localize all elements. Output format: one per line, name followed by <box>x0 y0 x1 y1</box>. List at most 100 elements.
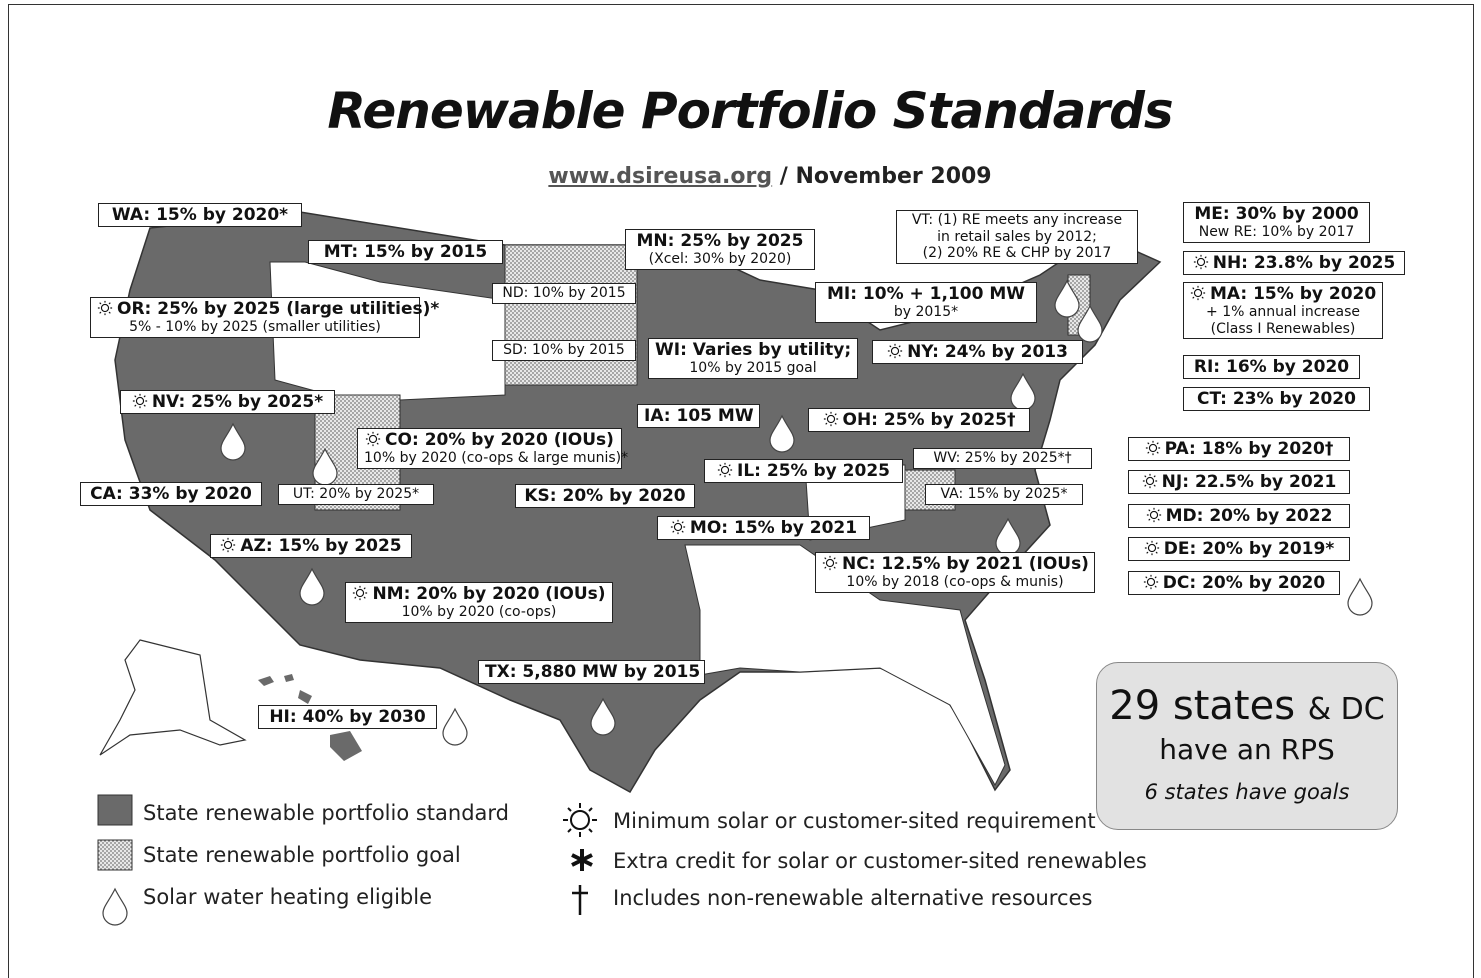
label-line: NV: 25% by 2025* <box>127 392 328 412</box>
subtitle: www.dsireusa.org / November 2009 <box>0 164 1481 189</box>
label-line: (Class I Renewables) <box>1190 321 1376 338</box>
state-label: MA: 15% by 2020 + 1% annual increase (Clas… <box>1183 282 1383 340</box>
label-text: MA: 15% by 2020 <box>1210 284 1377 304</box>
frame <box>8 4 1474 978</box>
label-text: (Xcel: 30% by 2020) <box>648 251 792 268</box>
label-text: NV: 25% by 2025* <box>151 392 324 412</box>
label-text: MT: 15% by 2015 <box>323 242 488 262</box>
label-text: DC: 20% by 2020 <box>1162 573 1326 593</box>
label-text: (2) 20% RE & CHP by 2017 <box>922 245 1112 262</box>
label-line: OH: 25% by 2025† <box>815 410 1023 430</box>
solar-icon <box>1145 440 1160 456</box>
label-line: MT: 15% by 2015 <box>315 242 496 262</box>
label-line: (2) 20% RE & CHP by 2017 <box>903 245 1131 262</box>
state-label: CO: 20% by 2020 (IOUs) 10% by 2020 (co-op… <box>357 428 628 469</box>
label-line: VT: (1) RE meets any increase <box>903 212 1131 229</box>
alaska <box>99 639 247 756</box>
label-text: WI: Varies by utility; <box>655 340 852 360</box>
label-text: 10% by 2015 goal <box>689 360 817 377</box>
label-line: ND: 10% by 2015 <box>499 285 629 302</box>
label-text: UT: 20% by 2025* <box>292 486 420 502</box>
label-text: VA: 15% by 2025* <box>940 486 1068 502</box>
solar-icon <box>887 343 903 359</box>
label-line: TX: 5,880 MW by 2015 <box>485 662 700 682</box>
label-line: 5% - 10% by 2025 (smaller utilities) <box>97 319 413 336</box>
state-label: CT: 23% by 2020 <box>1183 387 1370 412</box>
solar-icon <box>1146 507 1161 523</box>
solar-icon <box>1190 285 1206 301</box>
hawaii <box>258 674 362 761</box>
state-label: NJ: 22.5% by 2021 <box>1128 470 1350 495</box>
solar-icon <box>1144 540 1159 556</box>
state-label: MT: 15% by 2015 <box>308 240 503 265</box>
label-line: MN: 25% by 2025 <box>632 231 808 251</box>
label-line: CA: 33% by 2020 <box>87 484 255 504</box>
label-line: NC: 12.5% by 2021 (IOUs) <box>822 554 1089 574</box>
label-text: MN: 25% by 2025 <box>636 231 804 251</box>
state-label: SD: 10% by 2015 <box>492 340 636 361</box>
state-label: NH: 23.8% by 2025 <box>1183 251 1405 276</box>
state-label: MO: 15% by 2021 <box>657 516 870 541</box>
solar-icon <box>717 462 733 478</box>
summary: 29 states & DC have an RPS 6 states have… <box>1096 662 1398 830</box>
label-line: NM: 20% by 2020 (IOUs) <box>352 584 606 604</box>
label-text: KS: 20% by 2020 <box>524 486 686 506</box>
state-label: VA: 15% by 2025* <box>925 484 1083 505</box>
legend-item: Extra credit for solar or customer-sited… <box>613 849 1147 873</box>
label-text: OH: 25% by 2025† <box>842 410 1016 430</box>
state-label: IA: 105 MW <box>637 404 760 429</box>
label-line: SD: 10% by 2015 <box>499 342 629 359</box>
state-label: DE: 20% by 2019* <box>1128 537 1350 562</box>
label-text: NM: 20% by 2020 (IOUs) <box>372 584 606 604</box>
label-line: MI: 10% + 1,100 MW <box>822 284 1030 304</box>
label-line: 10% by 2020 (co-ops) <box>352 604 606 621</box>
label-line: OR: 25% by 2025 (large utilities)* <box>97 299 439 319</box>
state-label: NV: 25% by 2025* <box>120 390 335 415</box>
state-label: TX: 5,880 MW by 2015 <box>478 660 705 685</box>
label-text: WV: 25% by 2025*† <box>933 450 1072 466</box>
state-label: NM: 20% by 2020 (IOUs) 10% by 2020 (co-op… <box>345 582 613 623</box>
date: / November 2009 <box>779 164 992 189</box>
label-line: CT: 23% by 2020 <box>1190 389 1363 409</box>
label-text: ND: 10% by 2015 <box>502 285 626 301</box>
state-label: KS: 20% by 2020 <box>515 484 695 509</box>
label-text: + 1% annual increase <box>1206 304 1360 321</box>
state-label: OR: 25% by 2025 (large utilities)* 5% - 1… <box>90 297 439 338</box>
solar-icon <box>353 585 368 601</box>
state-label: NY: 24% by 2013 <box>872 340 1083 365</box>
label-text: CT: 23% by 2020 <box>1197 389 1356 409</box>
state-label: IL: 25% by 2025 <box>704 459 903 484</box>
label-line: WA: 15% by 2020* <box>105 205 295 225</box>
label-line: New RE: 10% by 2017 <box>1190 224 1363 241</box>
label-line: CO: 20% by 2020 (IOUs) <box>364 430 615 450</box>
dc: & DC <box>1307 692 1385 727</box>
label-text: VT: (1) RE meets any increase <box>911 212 1123 228</box>
solar-icon <box>97 300 113 316</box>
label-text: New RE: 10% by 2017 <box>1198 224 1355 241</box>
label-text: in retail sales by 2012; <box>937 228 1097 245</box>
legend-item: State renewable portfolio goal <box>143 843 461 867</box>
state-label: WA: 15% by 2020* <box>98 203 302 228</box>
label-text: CA: 33% by 2020 <box>90 484 252 504</box>
state-label: MN: 25% by 2025 (Xcel: 30% by 2020) <box>625 229 815 270</box>
label-line: in retail sales by 2012; <box>903 229 1131 246</box>
solar-icon <box>1142 473 1157 489</box>
label-line: NJ: 22.5% by 2021 <box>1135 472 1343 492</box>
label-line: by 2015* <box>822 304 1030 321</box>
label-line: MD: 20% by 2022 <box>1135 506 1343 526</box>
label-line: 10% by 2020 (co-ops & large munis)* <box>364 450 628 467</box>
label-text: (Class I Renewables) <box>1210 320 1356 337</box>
label-text: by 2015* <box>893 304 959 321</box>
label-text: NJ: 22.5% by 2021 <box>1161 472 1337 492</box>
goals: 6 states have goals <box>1144 780 1350 804</box>
state-label: PA: 18% by 2020† <box>1128 437 1350 462</box>
state-label: ND: 10% by 2015 <box>492 283 636 304</box>
label-line: (Xcel: 30% by 2020) <box>632 251 808 268</box>
label-text: MO: 15% by 2021 <box>689 518 858 538</box>
solar-icon <box>1193 254 1208 270</box>
label-text: MD: 20% by 2022 <box>1165 506 1333 526</box>
solar-icon <box>221 537 236 553</box>
label-line: AZ: 15% by 2025 <box>217 536 405 556</box>
label-line: VA: 15% by 2025* <box>932 486 1076 503</box>
label-text: SD: 10% by 2015 <box>503 342 625 358</box>
